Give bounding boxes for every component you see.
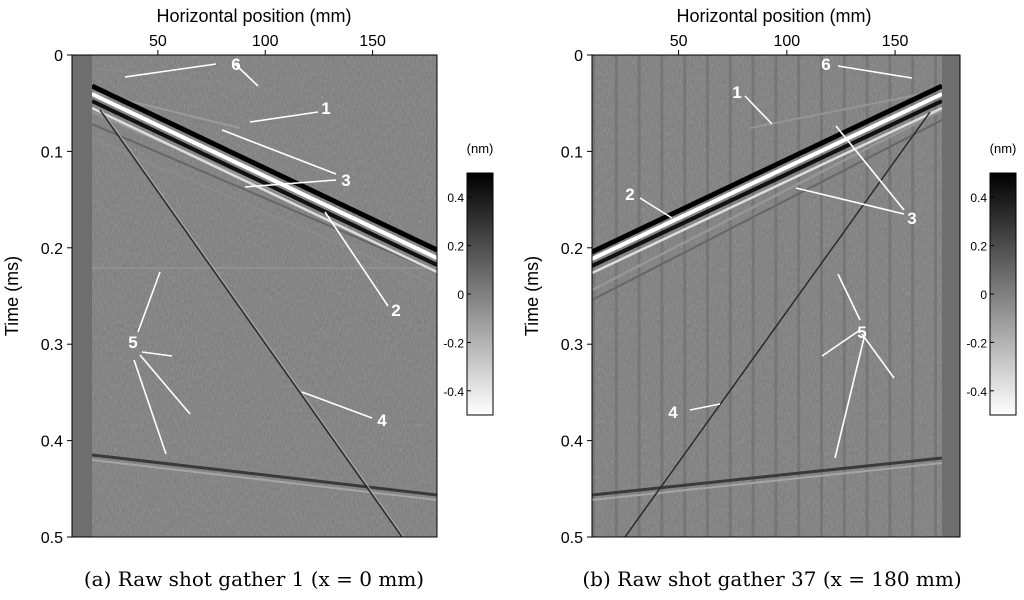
colorbar-tick-label: 0: [980, 288, 987, 302]
annotation-pointer: [234, 63, 259, 87]
annotation-pointer: [249, 111, 319, 123]
y-tick-label: 0.3: [41, 337, 63, 354]
y-tick-label: 0.1: [561, 144, 583, 161]
annotation-pointer: [133, 359, 167, 455]
annotation-label: 2: [625, 185, 634, 204]
annotation-label: 1: [321, 99, 330, 118]
annotation-pointer: [834, 337, 865, 459]
annotation-label: 3: [341, 171, 350, 190]
annotation-pointer: [861, 333, 895, 379]
annotation-pointer: [744, 95, 773, 125]
colorbar-b: [989, 172, 1017, 416]
annotation-label: 3: [907, 209, 916, 228]
annotation-pointer: [141, 351, 173, 357]
annotation-pointer: [301, 391, 373, 419]
y-tick-label: 0.5: [561, 530, 583, 547]
colorbar-ticks-b: 0.4 0.2 0 -0.2 -0.4: [966, 191, 994, 399]
panel-b: 50 100 150 0 0.1 0.2 0.3 0.4 0.5 6 1 2 3 5 4 Horizont…: [522, 6, 1017, 591]
annotation-pointer: [137, 271, 161, 333]
colorbar-tick-label: 0.4: [447, 191, 464, 205]
x-axis-label-b: Horizontal position (mm): [676, 6, 871, 26]
gather-image-a: [72, 55, 437, 537]
x-tick-label: 50: [670, 33, 688, 50]
y-tick-label: 0.4: [41, 434, 63, 451]
colorbar-ticks-a: 0.4 0.2 0 -0.2 -0.4: [443, 191, 471, 399]
panel-a: 50 100 150 0 0.1 0.2 0.3 0.4 0.5 6 1 3 2 5 4 Horizont…: [2, 6, 494, 591]
colorbar-tick-label: -0.4: [966, 385, 987, 399]
colorbar-tick-label: 0.4: [970, 191, 987, 205]
annotation-pointer: [821, 329, 861, 357]
annotation-label: 6: [821, 55, 830, 74]
caption-b: (b) Raw shot gather 37 (x = 180 mm): [582, 567, 961, 591]
annotation-pointer: [639, 197, 673, 219]
y-tick-label: 0: [54, 48, 63, 65]
y-tick-label: 0.2: [561, 241, 583, 258]
y-axis-label-a: Time (ms): [2, 256, 22, 336]
colorbar-tick-label: 0.2: [970, 240, 987, 254]
annotation-pointer: [139, 354, 191, 415]
y-tick-label: 0.3: [561, 337, 583, 354]
annotation-pointer: [837, 65, 913, 79]
annotation-label: 5: [857, 323, 866, 342]
annotation-pointer: [835, 125, 905, 211]
annotation-label: 5: [128, 333, 137, 352]
annotation-label: 2: [391, 301, 400, 320]
annotation-pointer: [124, 63, 217, 78]
caption-a: (a) Raw shot gather 1 (x = 0 mm): [84, 567, 424, 591]
colorbar-tick-label: -0.2: [443, 336, 464, 350]
y-tick-label: 0.2: [41, 241, 63, 258]
annotation-pointer: [221, 129, 337, 175]
colorbar-tick-label: -0.2: [966, 336, 987, 350]
annotation-label: 1: [732, 83, 741, 102]
axis-ticks-a: 50 100 150 0 0.1 0.2 0.3 0.4 0.5: [41, 33, 386, 547]
annotation-pointer: [837, 273, 861, 321]
annotation-label: 4: [668, 403, 678, 422]
y-tick-label: 0.1: [41, 144, 63, 161]
annotation-pointer: [689, 403, 721, 411]
axis-ticks-b: 50 100 150 0 0.1 0.2 0.3 0.4 0.5: [561, 33, 909, 547]
colorbar-unit-a: (nm): [467, 141, 494, 156]
annotation-pointer: [795, 187, 905, 215]
colorbar-tick-label: 0.2: [447, 240, 464, 254]
y-axis-label-b: Time (ms): [522, 256, 542, 336]
annotation-pointer: [244, 179, 337, 188]
annotation-pointer: [324, 211, 389, 307]
x-axis-label-a: Horizontal position (mm): [156, 6, 351, 26]
annotation-label: 4: [377, 411, 387, 430]
colorbar-tick-label: -0.4: [443, 385, 464, 399]
colorbar-unit-b: (nm): [990, 141, 1017, 156]
x-tick-label: 100: [773, 33, 800, 50]
y-tick-label: 0.4: [561, 434, 583, 451]
annotations-a: 6 1 3 2 5 4: [124, 55, 401, 455]
y-tick-label: 0: [574, 48, 583, 65]
gather-image-b: [592, 55, 960, 537]
y-tick-label: 0.5: [41, 530, 63, 547]
colorbar-tick-label: 0: [457, 288, 464, 302]
x-tick-label: 50: [149, 33, 167, 50]
x-tick-label: 150: [359, 33, 386, 50]
x-tick-label: 150: [882, 33, 909, 50]
annotation-label: 6: [231, 55, 240, 74]
x-tick-label: 100: [252, 33, 279, 50]
annotations-b: 6 1 2 3 5 4: [625, 55, 917, 459]
colorbar-a: [466, 172, 494, 416]
